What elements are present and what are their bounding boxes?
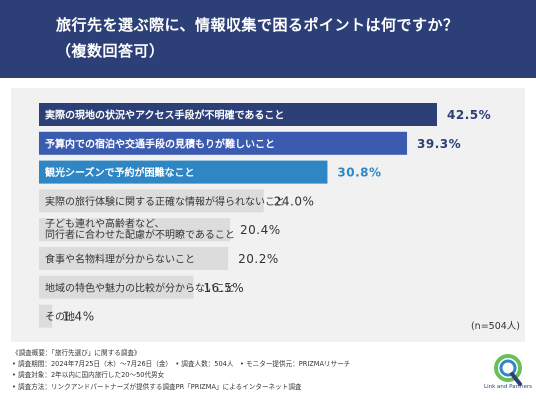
bar-value-7: 1.4% [62, 310, 95, 324]
bar-4 [39, 218, 231, 242]
logo-text: Link and Partners [484, 384, 532, 390]
bar-value-3: 24.0% [274, 194, 315, 208]
note-line-2: • 調査対象：2年以内に国内旅行した20〜50代男女 [12, 371, 165, 380]
bar-label-0: 実際の現地の状況やアクセス手段が不明確であること [45, 109, 284, 122]
bar-1 [39, 131, 408, 155]
page-title: 旅行先を選ぶ際に、情報収集で困るポイントは何ですか？ （複数回答可） [56, 12, 526, 64]
title-line-2: （複数回答可） [56, 42, 165, 60]
title-line-1: 旅行先を選ぶ際に、情報収集で困るポイントは何ですか？ [56, 16, 459, 34]
bar-label-6: 地域の特色や魅力の比較が分からないこと [45, 281, 235, 294]
header-band: 旅行先を選ぶ際に、情報収集で困るポイントは何ですか？ （複数回答可） [0, 0, 536, 78]
bar-value-0: 42.5% [447, 108, 491, 122]
bar-6 [39, 275, 194, 299]
note-line-1: • 調査期間：2024年7月25日（木）〜7月26日（金） • 調査人数：504… [12, 360, 351, 369]
bar-label-2: 観光シーズンで予約が困難なこと [45, 166, 195, 179]
bar-value-4: 20.4% [240, 223, 281, 237]
linkandpartners-logo-icon [494, 354, 522, 386]
sample-size-label: (n=504人) [470, 321, 520, 332]
bar-label-7: その他 [45, 310, 75, 323]
bar-7 [39, 304, 53, 328]
bar-2 [39, 160, 328, 184]
bar-value-5: 20.2% [238, 252, 279, 266]
bar-chart: 実際の現地の状況やアクセス手段が不明確であること 42.5% 予算内での宿泊や交通手… [39, 103, 491, 328]
bar-label-4: 子ども連れや高齢者など、同行者に合わせた配慮が不明瞭であること [45, 217, 235, 241]
note-line-0: 《調査概要：「旅行先選び」に関する調査》 [12, 349, 141, 357]
chart-panel: 実際の現地の状況やアクセス手段が不明確であること 42.5% 予算内での宿泊や交通手… [11, 88, 525, 342]
bar-label-5: 食事や名物料理が分からないこと [45, 253, 195, 266]
bar-label-3: 実際の旅行体験に関する正確な情報が得られないこと [45, 195, 285, 208]
survey-notes: 《調査概要：「旅行先選び」に関する調査》 • 調査期間：2024年7月25日（木… [12, 348, 482, 393]
bar-value-1: 39.3% [417, 137, 461, 151]
bar-5 [39, 247, 229, 270]
bar-value-2: 30.8% [337, 166, 381, 180]
note-line-3: • 調査方法：リンクアンドパートナーズが提供する調査PR「PRIZMA」によるイ… [12, 382, 302, 391]
bar-value-6: 16.5% [204, 281, 245, 295]
bar-3 [39, 189, 264, 213]
bar-label-1: 予算内での宿泊や交通手段の見積もりが難しいこと [45, 137, 275, 150]
bar-0 [39, 103, 437, 126]
